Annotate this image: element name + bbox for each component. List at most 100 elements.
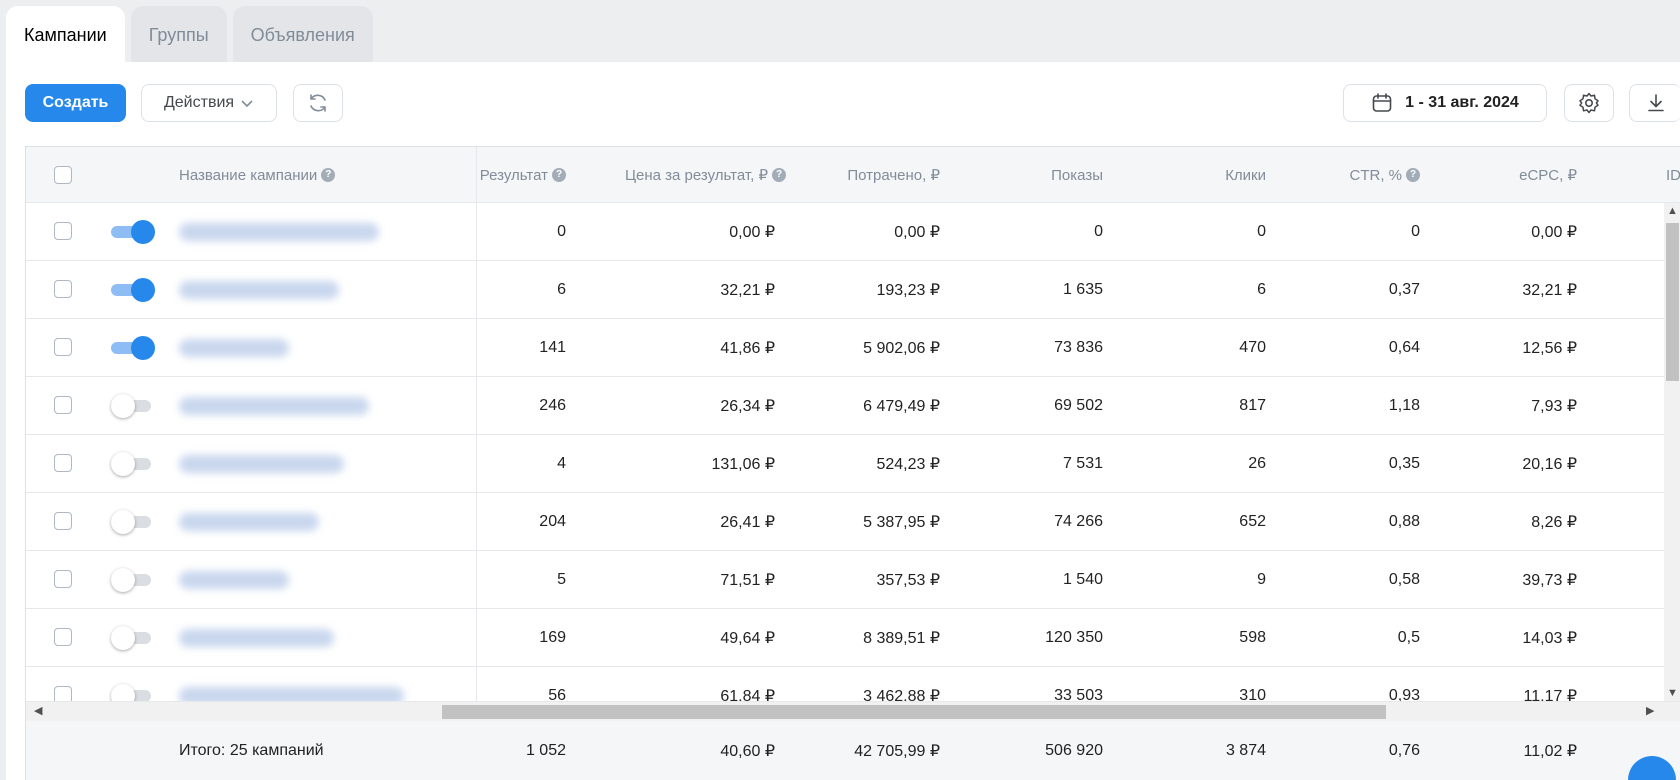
col-spent-header[interactable]: Потрачено, ₽ <box>786 147 940 203</box>
vertical-scroll-thumb[interactable] <box>1666 223 1679 381</box>
settings-button[interactable] <box>1564 84 1614 122</box>
table-header: Название кампании ? Результат ? Цена за … <box>26 147 1680 203</box>
toggle-knob <box>131 278 155 302</box>
toggle-knob <box>111 626 135 650</box>
cell-cost-per-result: 61,84 ₽ <box>720 688 775 705</box>
table-row[interactable]: 169 49,64 ₽ 8 389,51 ₽ 120 350 598 0,5 14,03 ₽ <box>26 609 1680 667</box>
row-checkbox[interactable] <box>54 454 72 472</box>
col-cost-per-result-label: Цена за результат, ₽ <box>624 167 768 184</box>
cell-spent: 3 462,88 ₽ <box>863 688 940 705</box>
table-row[interactable]: 204 26,41 ₽ 5 387,95 ₽ 74 266 652 0,88 8,26 ₽ <box>26 493 1680 551</box>
cell-result: 5 <box>557 571 566 588</box>
totals-result: 1 052 <box>525 742 566 759</box>
campaign-status-toggle[interactable] <box>111 626 155 650</box>
scroll-left-icon[interactable]: ◀ <box>34 705 43 717</box>
col-id-header[interactable]: ID <box>1666 147 1680 203</box>
col-ctr-header[interactable]: CTR, % ? <box>1286 147 1420 203</box>
campaign-status-toggle[interactable] <box>111 278 155 302</box>
cell-ecpc: 32,21 ₽ <box>1522 282 1577 299</box>
campaign-status-toggle[interactable] <box>111 220 155 244</box>
row-checkbox[interactable] <box>54 396 72 414</box>
refresh-button[interactable] <box>293 84 343 122</box>
actions-dropdown[interactable]: Действия <box>141 84 277 122</box>
vertical-scrollbar[interactable]: ▲ ▼ <box>1664 203 1680 701</box>
date-range-picker[interactable]: 1 - 31 авг. 2024 <box>1343 84 1547 122</box>
totals-cost-per-result: 40,60 ₽ <box>720 743 775 760</box>
cell-ctr: 0,35 <box>1388 455 1420 472</box>
cell-ecpc: 7,93 ₽ <box>1531 398 1577 415</box>
toggle-knob <box>131 336 155 360</box>
cell-ecpc: 14,03 ₽ <box>1522 630 1577 647</box>
select-all-checkbox[interactable] <box>54 166 72 184</box>
scroll-down-icon[interactable]: ▼ <box>1667 687 1678 699</box>
campaign-name-link[interactable] <box>179 281 339 299</box>
scroll-right-icon[interactable]: ▶ <box>1646 705 1655 717</box>
campaign-name-link[interactable] <box>179 339 289 357</box>
col-ecpc-header[interactable]: eCPC, ₽ <box>1446 147 1577 203</box>
campaign-status-toggle[interactable] <box>111 568 155 592</box>
scroll-up-icon[interactable]: ▲ <box>1667 205 1678 217</box>
help-icon[interactable]: ? <box>321 168 336 182</box>
tab-campaigns[interactable]: Кампании <box>6 6 125 64</box>
table-row[interactable]: 0 0,00 ₽ 0,00 ₽ 0 0 0 0,00 ₽ <box>26 203 1680 261</box>
table-row[interactable]: 4 131,06 ₽ 524,23 ₽ 7 531 26 0,35 20,16 ₽ <box>26 435 1680 493</box>
col-name-label: Название кампании <box>179 166 318 184</box>
cell-ecpc: 8,26 ₽ <box>1531 514 1577 531</box>
campaigns-table: Название кампании ? Результат ? Цена за … <box>25 146 1680 780</box>
help-icon[interactable]: ? <box>552 168 566 182</box>
campaign-status-toggle[interactable] <box>111 394 155 418</box>
table-row[interactable]: 5 71,51 ₽ 357,53 ₽ 1 540 9 0,58 39,73 ₽ <box>26 551 1680 609</box>
cell-result: 204 <box>539 513 566 530</box>
cell-ecpc: 39,73 ₽ <box>1522 572 1577 589</box>
table-row[interactable]: 6 32,21 ₽ 193,23 ₽ 1 635 6 0,37 32,21 ₽ <box>26 261 1680 319</box>
campaign-name-link[interactable] <box>179 397 369 415</box>
totals-ecpc: 11,02 ₽ <box>1523 743 1577 760</box>
calendar-icon <box>1372 93 1392 112</box>
col-impressions-header[interactable]: Показы <box>956 147 1103 203</box>
campaign-name-link[interactable] <box>179 223 379 241</box>
col-clicks-header[interactable]: Клики <box>1126 147 1266 203</box>
horizontal-scroll-thumb[interactable] <box>442 705 1386 719</box>
col-ecpc-label: eCPC, ₽ <box>1519 167 1577 184</box>
cell-cost-per-result: 71,51 ₽ <box>720 572 775 589</box>
campaign-name-link[interactable] <box>179 629 334 647</box>
tab-groups[interactable]: Группы <box>130 6 227 64</box>
download-icon <box>1647 94 1664 112</box>
cell-ctr: 0,64 <box>1388 339 1420 356</box>
totals-impressions: 506 920 <box>1045 742 1103 759</box>
row-checkbox[interactable] <box>54 280 72 298</box>
col-cost-per-result-header[interactable]: Цена за результат, ₽ ? <box>586 147 786 203</box>
col-result-header[interactable]: Результат ? <box>466 147 566 203</box>
table-row[interactable]: 56 61,84 ₽ 3 462,88 ₽ 33 503 310 0,93 11,17 ₽ <box>26 667 1680 725</box>
cell-impressions: 73 836 <box>1054 339 1103 356</box>
help-icon[interactable]: ? <box>1406 168 1420 182</box>
row-checkbox[interactable] <box>54 628 72 646</box>
col-name-header[interactable]: Название кампании ? <box>179 147 459 203</box>
campaign-status-toggle[interactable] <box>111 510 155 534</box>
campaign-name-link[interactable] <box>179 455 344 473</box>
table-row[interactable]: 246 26,34 ₽ 6 479,49 ₽ 69 502 817 1,18 7,93 ₽ <box>26 377 1680 435</box>
campaign-status-toggle[interactable] <box>111 336 155 360</box>
row-checkbox[interactable] <box>54 512 72 530</box>
campaign-name-link[interactable] <box>179 687 404 705</box>
row-checkbox[interactable] <box>54 222 72 240</box>
campaign-name-link[interactable] <box>179 571 289 589</box>
cell-impressions: 74 266 <box>1054 513 1103 530</box>
horizontal-scrollbar[interactable]: ◀ ▶ <box>26 701 1680 721</box>
cell-cost-per-result: 131,06 ₽ <box>711 456 775 473</box>
col-clicks-label: Клики <box>1225 166 1266 184</box>
campaign-name-link[interactable] <box>179 513 319 531</box>
create-button[interactable]: Создать <box>25 84 126 122</box>
row-checkbox[interactable] <box>54 338 72 356</box>
table-row[interactable]: 141 41,86 ₽ 5 902,06 ₽ 73 836 470 0,64 12,56 ₽ <box>26 319 1680 377</box>
campaign-status-toggle[interactable] <box>111 452 155 476</box>
cell-impressions: 1 635 <box>1062 281 1103 298</box>
cell-clicks: 310 <box>1239 687 1266 704</box>
tab-ads[interactable]: Объявления <box>232 6 373 64</box>
row-checkbox[interactable] <box>54 570 72 588</box>
col-impressions-label: Показы <box>1051 166 1103 184</box>
cell-result: 0 <box>557 223 566 240</box>
download-button[interactable] <box>1629 84 1680 122</box>
cell-impressions: 33 503 <box>1054 687 1103 704</box>
help-icon[interactable]: ? <box>772 168 786 182</box>
